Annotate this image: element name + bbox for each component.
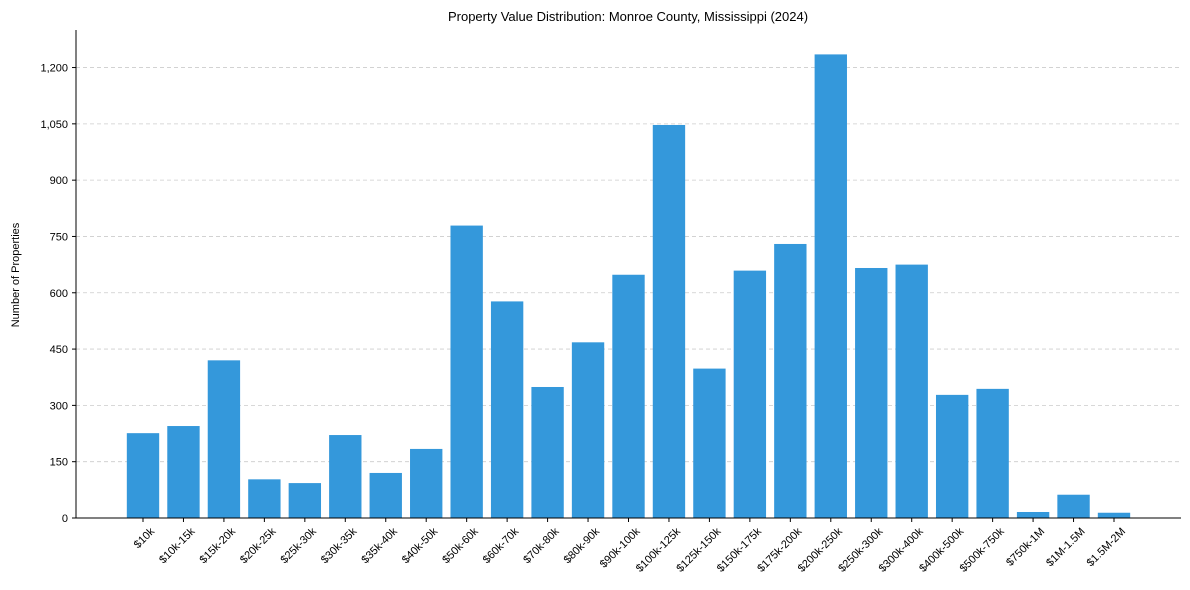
bar (935, 394, 969, 518)
bar (126, 433, 160, 518)
bar (369, 472, 402, 518)
x-tick-label: $500k-750k (958, 525, 1007, 574)
bar (814, 54, 847, 519)
x-tick-label: $750k-1M (1004, 526, 1047, 569)
bar (774, 243, 807, 518)
bar (288, 483, 322, 518)
x-tick-label: $35k-40k (359, 525, 400, 566)
y-tick-label: 1,050 (40, 119, 68, 131)
y-tick-label: 0 (62, 513, 68, 525)
x-tick-label: $70k-80k (521, 525, 562, 566)
x-tick-label: $80k-90k (562, 525, 603, 566)
bar (1057, 494, 1090, 518)
chart-title: Property Value Distribution: Monroe Coun… (448, 9, 808, 24)
x-tick-label: $40k-50k (400, 525, 441, 566)
y-tick-label: 1,200 (40, 63, 68, 75)
bar (248, 479, 281, 518)
x-tick-label: $20k-25k (238, 525, 279, 566)
y-tick-label: 900 (50, 175, 68, 187)
bar (1097, 512, 1131, 518)
x-axis-ticks: $10k $10k-15k $15k-20k $20k-25k $25k-30k $30k… (132, 518, 1128, 575)
bar (490, 301, 524, 518)
x-tick-label: $30k-35k (319, 525, 360, 566)
bar (450, 225, 483, 518)
x-tick-label: $1.5M-2M (1085, 526, 1129, 570)
y-axis-label: Number of Properties (10, 222, 22, 327)
bar (167, 426, 200, 518)
bar (1016, 511, 1050, 518)
bars (126, 54, 1131, 519)
y-axis-ticks: 0 150 300 450 600 750 900 1,050 1,200 (40, 63, 76, 525)
y-tick-label: 450 (50, 344, 68, 356)
y-tick-label: 750 (50, 231, 68, 243)
bar (571, 342, 605, 518)
x-tick-label: $10k-15k (157, 525, 198, 566)
bar (693, 368, 726, 518)
y-tick-label: 150 (50, 457, 68, 469)
bar (652, 124, 686, 519)
bar (612, 274, 645, 518)
bar (976, 388, 1009, 518)
y-tick-label: 600 (50, 288, 68, 300)
x-tick-label: $50k-60k (440, 525, 481, 566)
x-tick-label: $10k (132, 525, 158, 551)
bar (733, 270, 767, 518)
bar (410, 448, 443, 518)
bar (855, 267, 888, 518)
x-tick-label: $60k-70k (481, 525, 522, 566)
bar (329, 435, 362, 518)
x-tick-label: $1M-1.5M (1044, 526, 1088, 570)
y-tick-label: 300 (50, 400, 68, 412)
x-tick-label: $25k-30k (278, 525, 319, 566)
bar (895, 264, 928, 518)
x-tick-label: $15k-20k (198, 525, 239, 566)
bar (207, 360, 241, 518)
bar (531, 386, 564, 518)
